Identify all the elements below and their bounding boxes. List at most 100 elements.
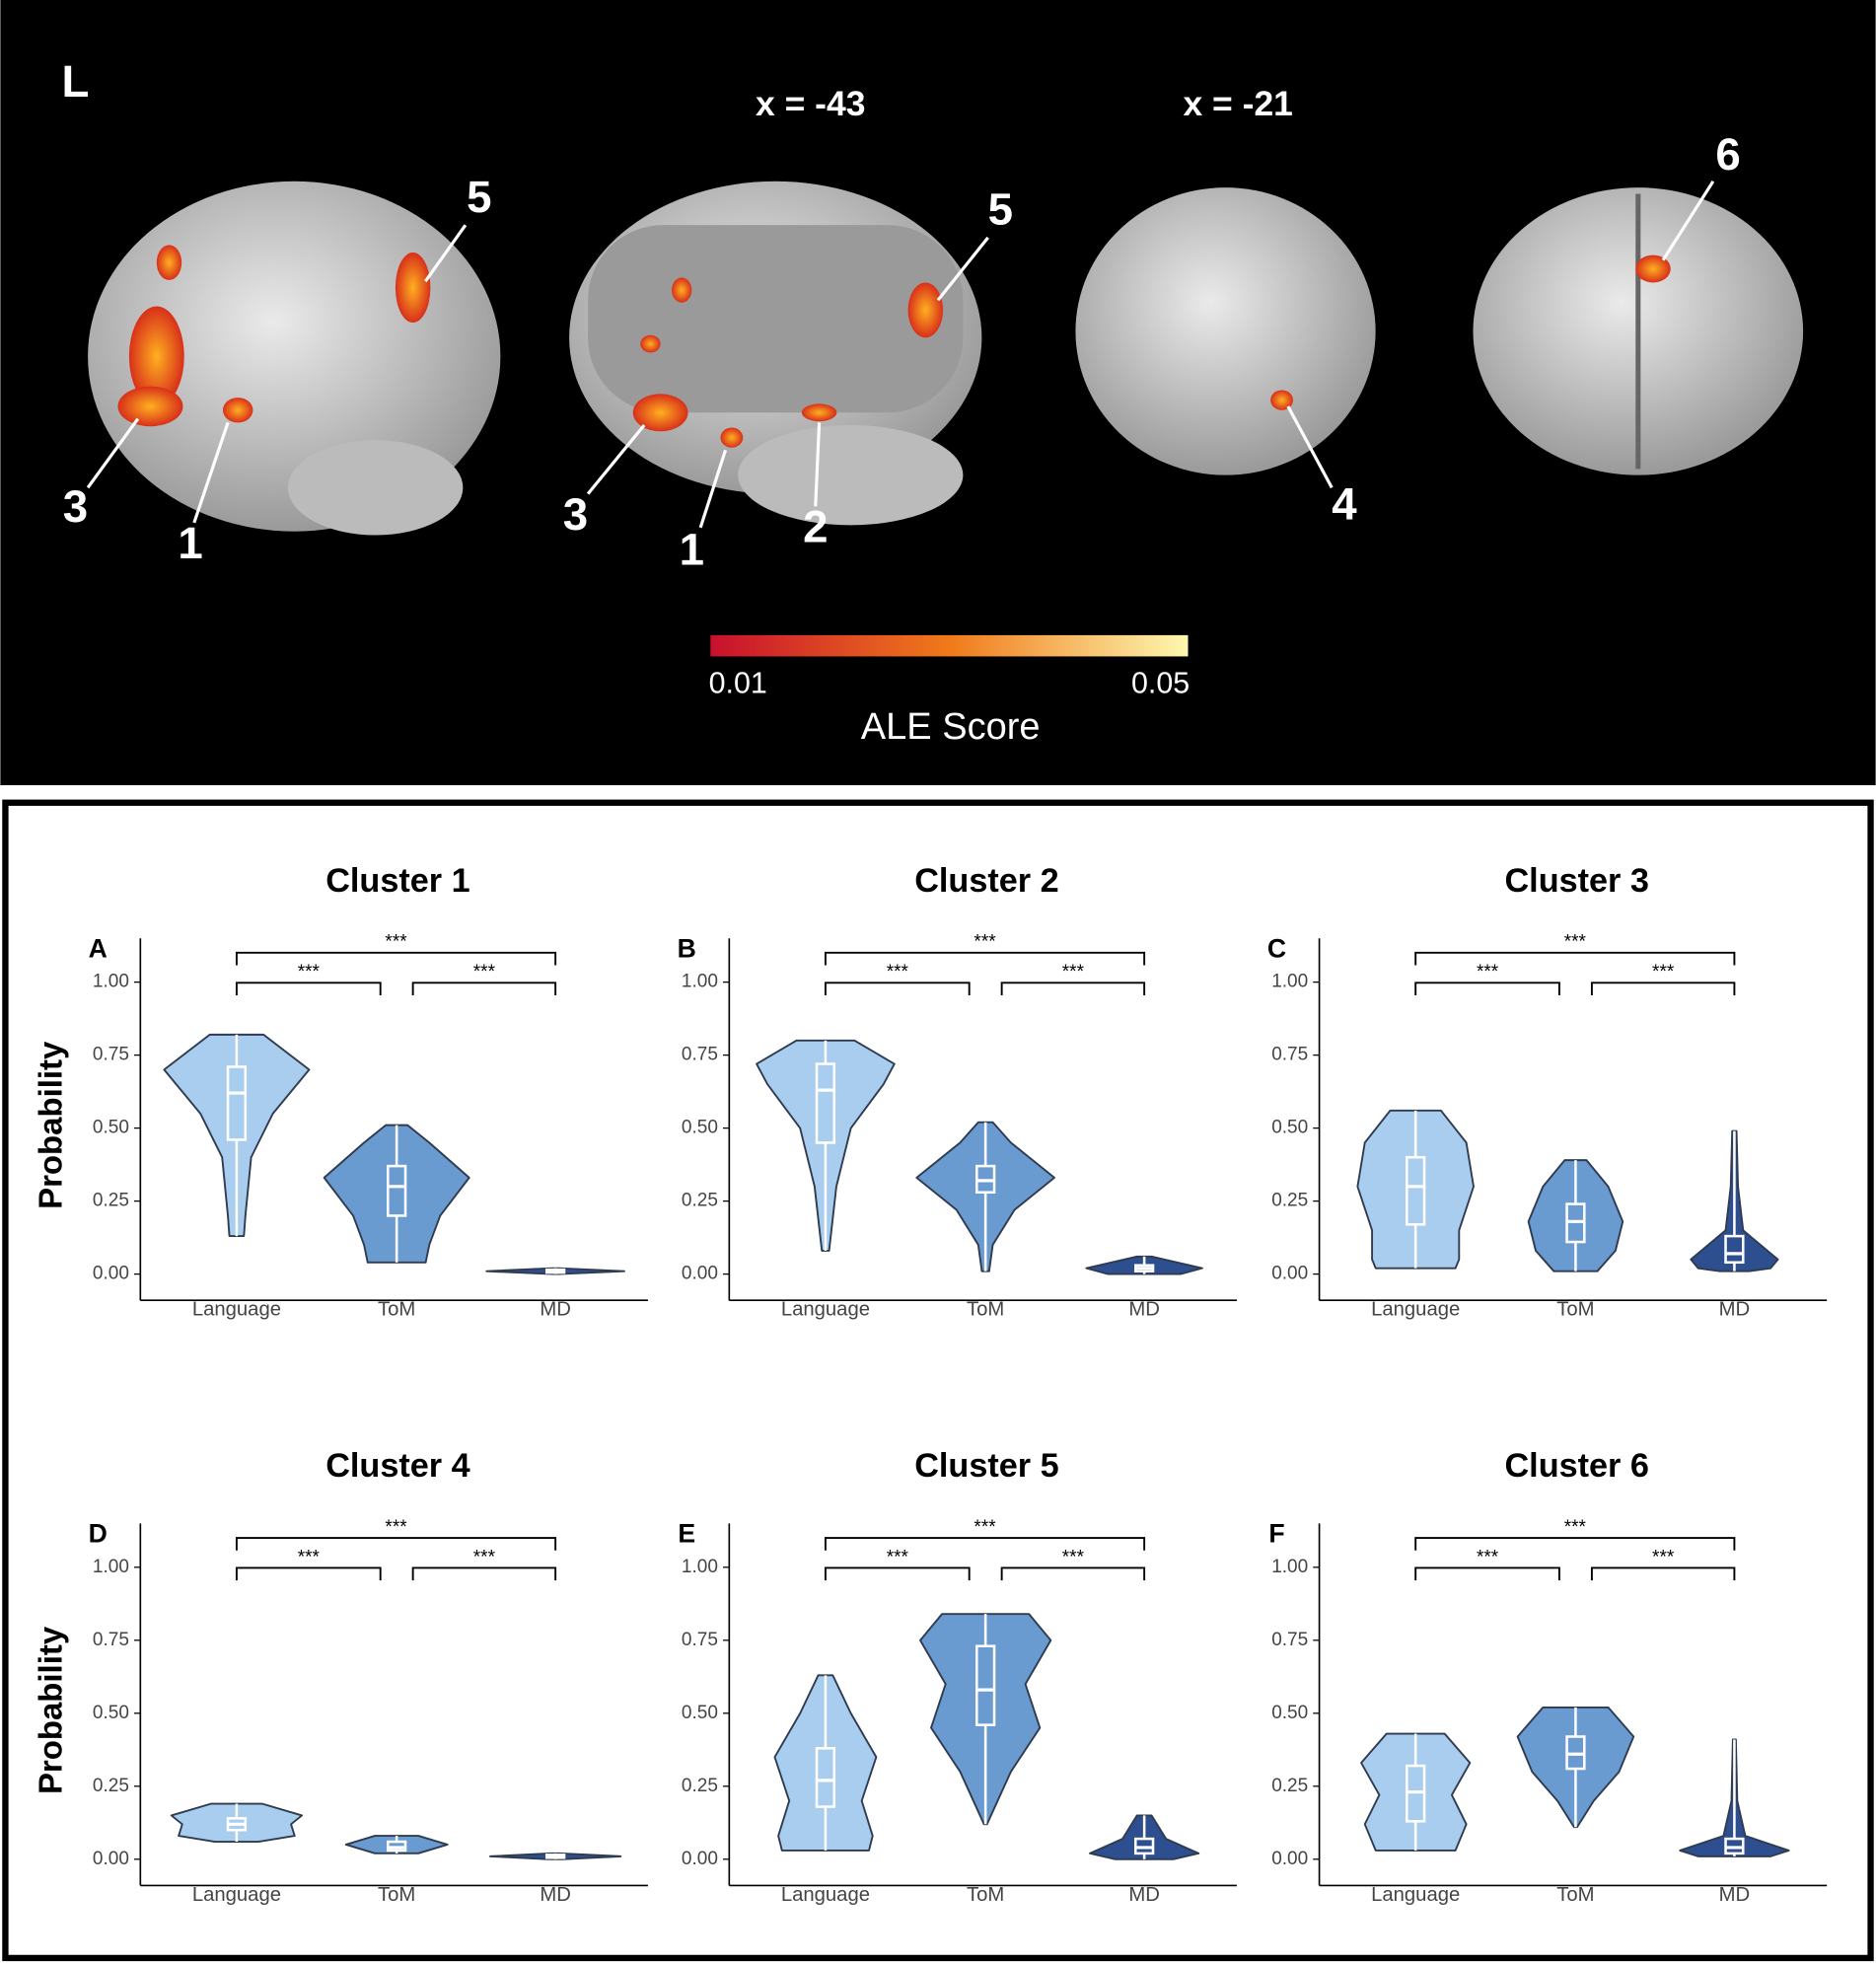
significance-label: *** [1477, 962, 1499, 982]
box [387, 1164, 407, 1217]
panel-letter: C [1267, 933, 1286, 963]
y-tick-label: 0.25 [93, 1776, 129, 1796]
significance-bracket [1000, 1566, 1146, 1581]
x-tick-label: MD [1719, 1884, 1751, 1906]
box [1724, 1234, 1745, 1265]
box [226, 1065, 248, 1141]
y-tick-label: 0.00 [1271, 1264, 1308, 1284]
significance-bracket [1414, 982, 1560, 995]
significance-bracket [411, 982, 557, 995]
y-tick-label: 0.25 [682, 1191, 718, 1211]
chart-title: Cluster 2 [914, 862, 1058, 900]
significance-label: *** [1477, 1547, 1499, 1567]
cluster-label: 3 [63, 481, 88, 532]
x-tick-label: Language [781, 1299, 870, 1321]
x-tick-label: Language [1371, 1299, 1460, 1321]
x-tick-label: MD [540, 1884, 571, 1906]
y-tick-label: 0.00 [1271, 1849, 1308, 1869]
significance-label: *** [1062, 962, 1085, 982]
slice-label: x = -43 [756, 84, 865, 123]
significance-label: *** [887, 1547, 909, 1567]
chart-title: Cluster 1 [325, 862, 469, 900]
significance-bracket [1590, 1566, 1736, 1581]
x-tick-label: Language [192, 1884, 281, 1906]
y-tick-label: 0.00 [93, 1849, 129, 1869]
chart-title: Cluster 6 [1504, 1447, 1648, 1485]
panel-letter: B [678, 933, 696, 963]
significance-label: *** [1564, 1517, 1587, 1538]
y-tick-label: 1.00 [1271, 972, 1308, 992]
y-tick-label: 0.00 [682, 1264, 718, 1284]
significance-bracket [824, 1566, 971, 1581]
y-tick-label: 0.50 [682, 1118, 718, 1138]
significance-bracket [824, 1537, 1146, 1551]
y-tick-label: 1.00 [682, 1557, 718, 1577]
significance-label: *** [298, 962, 321, 982]
slice-label: x = -21 [1183, 84, 1292, 123]
x-tick-label: Language [781, 1884, 870, 1906]
colorbar-title: ALE Score [861, 706, 1041, 748]
cluster-label: 4 [1332, 479, 1357, 530]
y-tick-label: 0.25 [93, 1191, 129, 1211]
y-tick-label: 0.25 [682, 1776, 718, 1796]
panel-letter: D [89, 1519, 108, 1549]
x-tick-label: Language [192, 1299, 281, 1321]
x-tick-label: ToM [378, 1884, 415, 1906]
y-tick-label: 0.50 [1271, 1118, 1308, 1138]
significance-bracket [235, 1566, 382, 1581]
colorbar-tick-label: 0.05 [1131, 667, 1190, 700]
significance-label: *** [974, 932, 996, 953]
y-tick-label: 0.75 [93, 1630, 129, 1650]
significance-label: *** [1062, 1547, 1085, 1567]
y-tick-label: 1.00 [682, 972, 718, 992]
significance-label: *** [1652, 1547, 1675, 1567]
y-tick-label: 0.75 [682, 1630, 718, 1650]
significance-label: *** [974, 1517, 996, 1538]
significance-bracket [1000, 982, 1146, 995]
cluster-label: 1 [178, 518, 202, 568]
x-tick-label: ToM [1556, 1299, 1594, 1321]
y-axis-label: Probability [32, 1626, 68, 1794]
significance-bracket [1414, 1537, 1736, 1551]
significance-label: *** [298, 1547, 321, 1567]
y-tick-label: 0.75 [1271, 1045, 1308, 1065]
significance-bracket [235, 982, 382, 995]
chart-title: Cluster 5 [914, 1447, 1058, 1485]
box [815, 1062, 836, 1144]
y-tick-label: 0.25 [1271, 1776, 1308, 1796]
y-tick-label: 0.25 [1271, 1191, 1308, 1211]
significance-label: *** [1652, 962, 1675, 982]
y-tick-label: 0.50 [1271, 1703, 1308, 1723]
x-tick-label: MD [540, 1299, 571, 1321]
y-tick-label: 1.00 [1271, 1557, 1308, 1577]
x-tick-label: MD [1719, 1299, 1751, 1321]
cluster-label: 6 [1715, 129, 1740, 180]
x-tick-label: MD [1128, 1299, 1160, 1321]
cluster-label: 1 [680, 524, 704, 574]
colorbar [710, 634, 1189, 657]
y-tick-label: 0.50 [93, 1703, 129, 1723]
box [815, 1747, 836, 1808]
x-tick-label: ToM [967, 1299, 1004, 1321]
significance-bracket [411, 1566, 557, 1581]
significance-label: *** [385, 932, 407, 953]
x-tick-label: ToM [378, 1299, 415, 1321]
panel-letter: E [678, 1519, 695, 1549]
orientation-label: L [61, 56, 89, 107]
cluster-label: 5 [988, 184, 1013, 235]
chart-title: Cluster 4 [325, 1447, 469, 1485]
box [1406, 1155, 1426, 1226]
y-tick-label: 0.75 [93, 1045, 129, 1065]
significance-label: *** [887, 962, 909, 982]
x-tick-label: ToM [1556, 1884, 1594, 1906]
significance-label: *** [473, 1547, 496, 1567]
panel-letter: A [89, 933, 108, 963]
x-tick-label: ToM [967, 1884, 1004, 1906]
significance-bracket [235, 1537, 557, 1551]
significance-label: *** [473, 962, 496, 982]
significance-bracket [1414, 1566, 1560, 1581]
significance-bracket [235, 951, 557, 966]
significance-bracket [1590, 982, 1736, 995]
cluster-label: 5 [467, 172, 491, 222]
